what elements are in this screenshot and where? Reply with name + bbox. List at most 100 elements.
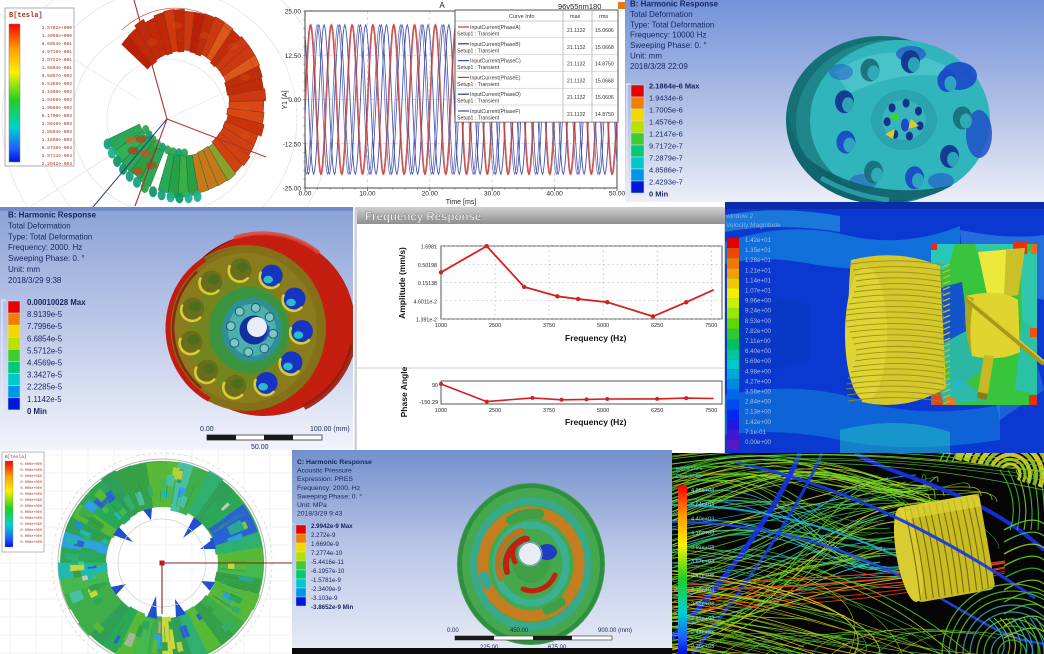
svg-text:window 2: window 2: [725, 213, 753, 220]
svg-text:0.000e+000: 0.000e+000: [20, 493, 42, 497]
svg-text:9.96e+00: 9.96e+00: [745, 298, 772, 305]
svg-text:InputCurrent(PhaseC): InputCurrent(PhaseC): [470, 59, 521, 65]
svg-text:1.6690e-9: 1.6690e-9: [311, 541, 339, 548]
svg-text:2.84e+00: 2.84e+00: [745, 399, 772, 406]
svg-text:B: Harmonic Response: B: Harmonic Response: [8, 211, 97, 220]
svg-text:2.2942e-004: 2.2942e-004: [42, 161, 73, 167]
svg-text:2018/3/28 22:09: 2018/3/28 22:09: [630, 62, 688, 71]
svg-text:15.0606: 15.0606: [595, 28, 614, 34]
svg-text:0.00: 0.00: [447, 628, 459, 634]
svg-text:-2.3409e-9: -2.3409e-9: [311, 586, 341, 593]
svg-text:Time [ms]: Time [ms]: [446, 199, 477, 206]
svg-text:1.4576e-6: 1.4576e-6: [649, 118, 683, 127]
svg-text:1.42e+00: 1.42e+00: [745, 419, 772, 426]
svg-text:Setup1 : Transient: Setup1 : Transient: [457, 48, 500, 54]
svg-text:7.7996e-5: 7.7996e-5: [27, 322, 63, 331]
svg-text:900.00 (mm): 900.00 (mm): [598, 628, 632, 634]
svg-text:pathlines 1: pathlines 1: [676, 466, 703, 472]
svg-text:21.1132: 21.1132: [567, 28, 585, 34]
svg-text:Particle ID: Particle ID: [676, 474, 701, 480]
svg-text:5000: 5000: [597, 323, 609, 329]
svg-text:4.4569e-5: 4.4569e-5: [27, 359, 63, 368]
svg-text:Frequency (Hz): Frequency (Hz): [565, 333, 627, 343]
svg-text:15.0606: 15.0606: [595, 95, 614, 101]
svg-text:0.00: 0.00: [288, 97, 301, 104]
svg-text:3.56e+00: 3.56e+00: [745, 389, 772, 396]
svg-text:14.8750: 14.8750: [595, 112, 614, 118]
svg-text:4.9716e-001: 4.9716e-001: [42, 49, 73, 55]
svg-text:96v55nm180: 96v55nm180: [558, 2, 601, 11]
svg-text:3750: 3750: [543, 323, 555, 329]
svg-text:3.5646e-003: 3.5646e-003: [42, 121, 73, 127]
svg-text:0.000e+000: 0.000e+000: [20, 463, 42, 467]
svg-text:450.00: 450.00: [510, 628, 529, 634]
svg-text:Sweeping Phase: 0. °: Sweeping Phase: 0. °: [297, 492, 362, 500]
svg-text:Unit: mm: Unit: mm: [630, 52, 662, 61]
svg-text:0 Min: 0 Min: [27, 407, 47, 416]
svg-text:3.9711e-004: 3.9711e-004: [42, 153, 73, 159]
svg-text:1.2147e-6: 1.2147e-6: [649, 130, 683, 139]
svg-text:Curve Info: Curve Info: [509, 14, 534, 20]
svg-text:10.00: 10.00: [359, 191, 376, 198]
svg-text:50.00: 50.00: [251, 444, 269, 451]
svg-text:0.000e+000: 0.000e+000: [20, 487, 42, 491]
svg-text:Setup1 : Transient: Setup1 : Transient: [457, 116, 500, 122]
svg-text:0.00: 0.00: [299, 191, 312, 198]
svg-text:40.00: 40.00: [546, 191, 563, 198]
svg-text:0.000e+000: 0.000e+000: [20, 541, 42, 545]
svg-text:3.1998e-002: 3.1998e-002: [42, 89, 73, 95]
svg-text:2.1864e-6 Max: 2.1864e-6 Max: [649, 82, 700, 91]
svg-text:4.27e+00: 4.27e+00: [745, 378, 772, 385]
svg-text:21.1132: 21.1132: [567, 62, 585, 68]
svg-text:1.0486e-002: 1.0486e-002: [42, 97, 73, 103]
svg-text:-3.103e-9: -3.103e-9: [311, 595, 338, 602]
svg-text:25.00: 25.00: [285, 9, 302, 16]
svg-text:-3.8652e-9 Min: -3.8652e-9 Min: [311, 604, 354, 611]
svg-text:2500: 2500: [489, 323, 501, 329]
svg-text:7500: 7500: [705, 323, 717, 329]
svg-text:0.000e+000: 0.000e+000: [20, 499, 42, 503]
svg-text:7.1e-01: 7.1e-01: [745, 429, 767, 436]
svg-text:1.6981: 1.6981: [421, 245, 437, 251]
svg-text:1.28e+01: 1.28e+01: [745, 257, 772, 264]
svg-text:-6.1957e-10: -6.1957e-10: [311, 568, 345, 575]
svg-text:-5.4416e-11: -5.4416e-11: [311, 559, 344, 566]
svg-text:Setup1 : Transient: Setup1 : Transient: [457, 65, 500, 71]
svg-text:90: 90: [432, 383, 438, 389]
svg-text:1.391e-2: 1.391e-2: [416, 318, 437, 324]
svg-text:9.24e+00: 9.24e+00: [745, 308, 772, 315]
svg-text:2.9942e-9 Max: 2.9942e-9 Max: [311, 523, 353, 530]
svg-text:21.1132: 21.1132: [567, 78, 585, 84]
svg-text:2.0722e-001: 2.0722e-001: [42, 57, 73, 63]
svg-text:1.07e+01: 1.07e+01: [745, 288, 772, 295]
svg-text:0 Min: 0 Min: [649, 190, 669, 199]
svg-text:4.98e+00: 4.98e+00: [745, 368, 772, 375]
svg-text:0.000e+000: 0.000e+000: [20, 511, 42, 515]
svg-text:1.35e+01: 1.35e+01: [745, 247, 772, 254]
svg-text:rms: rms: [599, 14, 608, 20]
svg-text:8.9139e-5: 8.9139e-5: [27, 310, 63, 319]
svg-text:15.0668: 15.0668: [595, 45, 614, 51]
svg-text:Frequency Response: Frequency Response: [365, 212, 481, 224]
svg-text:7500: 7500: [705, 408, 717, 414]
svg-text:Amplitude (mm/s): Amplitude (mm/s): [397, 247, 407, 319]
svg-text:3.42e+03: 3.42e+03: [691, 573, 714, 579]
svg-text:1.6594e-001: 1.6594e-001: [42, 65, 73, 71]
svg-text:Acoustic Pressure: Acoustic Pressure: [297, 468, 352, 475]
svg-text:3.18e+03: 3.18e+03: [691, 587, 714, 593]
svg-text:0.00010028 Max: 0.00010028 Max: [27, 298, 86, 307]
svg-text:2.272e-9: 2.272e-9: [311, 532, 336, 539]
svg-text:Y1 [A]: Y1 [A]: [282, 90, 289, 109]
svg-text:7.2774e-10: 7.2774e-10: [311, 550, 343, 557]
svg-text:14.8750: 14.8750: [595, 62, 614, 68]
svg-text:0.000e+000: 0.000e+000: [20, 517, 42, 521]
svg-text:1.42e+01: 1.42e+01: [745, 237, 772, 244]
svg-text:1.1142e-5: 1.1142e-5: [27, 395, 62, 404]
svg-text:Sweeping Phase: 0. °: Sweeping Phase: 0. °: [8, 254, 85, 263]
svg-text:InputCurrent(PhaseF): InputCurrent(PhaseF): [470, 109, 520, 115]
svg-text:4.6011e-2: 4.6011e-2: [414, 299, 438, 305]
svg-text:B: Harmonic Response: B: Harmonic Response: [630, 0, 719, 9]
svg-text:6.6854e-5: 6.6854e-5: [27, 334, 63, 343]
svg-text:2.8594e-003: 2.8594e-003: [42, 129, 73, 135]
svg-text:20.00: 20.00: [422, 191, 439, 198]
